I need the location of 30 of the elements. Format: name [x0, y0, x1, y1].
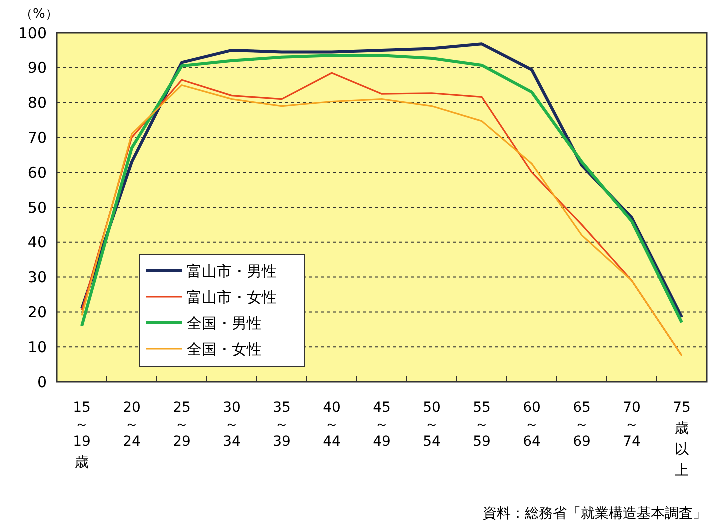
y-tick-label: 90: [28, 59, 47, 78]
text: 資料：総務省「就業構造基本調査」: [483, 506, 707, 522]
x-tick-label: 60～64: [523, 400, 541, 450]
x-tick-label: 65～69: [573, 400, 591, 450]
x-tick-label: 50～54: [423, 400, 441, 450]
x-tick-label: 25～29: [173, 400, 191, 450]
legend-label: 全国・女性: [187, 340, 262, 358]
y-tick-label: 40: [28, 234, 47, 252]
x-tick-label: 75歳以上: [673, 400, 691, 479]
x-tick-label: 70～74: [623, 400, 641, 450]
y-tick-label: 0: [37, 373, 47, 392]
y-tick-label: 60: [28, 164, 47, 182]
legend-label: 全国・男性: [187, 314, 262, 332]
y-tick-label: 20: [28, 303, 47, 322]
y-tick-label: 50: [28, 198, 47, 217]
x-tick-label: 40～44: [323, 400, 341, 450]
x-tick-label: 15～19歳: [73, 400, 91, 471]
y-tick-label: 10: [28, 338, 47, 356]
y-tick-label: 30: [28, 268, 47, 287]
y-tick-label: 70: [28, 128, 47, 147]
y-tick-label: 100: [18, 24, 47, 42]
x-tick-label: 35～39: [273, 400, 291, 450]
x-tick-label: 55～59: [473, 400, 491, 450]
x-tick-label: 30～34: [223, 400, 241, 450]
x-tick-label: 45～49: [373, 400, 391, 450]
x-tick-label: 20～24: [123, 400, 141, 450]
legend-label: 富山市・女性: [187, 288, 277, 306]
legend-label: 富山市・男性: [187, 262, 277, 280]
y-tick-label: 80: [28, 94, 47, 112]
y-axis-title: （%）: [20, 7, 58, 22]
